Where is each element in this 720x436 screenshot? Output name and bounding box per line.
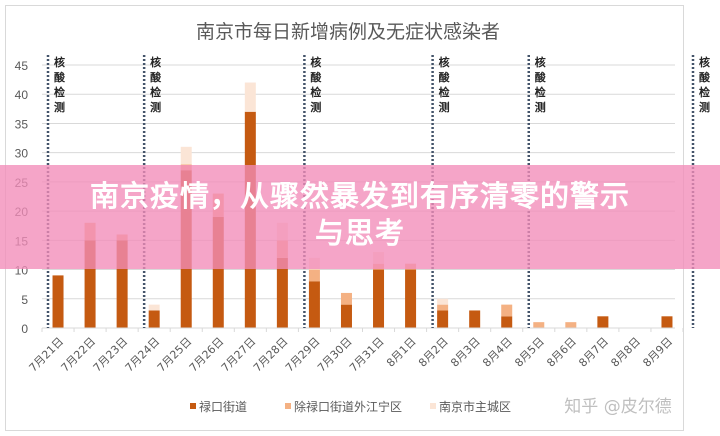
headline-line-2: 与思考 bbox=[314, 216, 405, 250]
y-tick-label: 5 bbox=[21, 293, 28, 307]
nucleic-test-label: 核 bbox=[699, 55, 710, 69]
nucleic-test-label: 酸 bbox=[310, 70, 322, 84]
bar-segment bbox=[437, 310, 449, 328]
legend: 禄口街道 除禄口街道外江宁区 南京市主城区 bbox=[190, 399, 511, 414]
nucleic-test-label: 酸 bbox=[439, 70, 451, 84]
bar-segment bbox=[180, 146, 192, 165]
nucleic-test-label: 测 bbox=[310, 100, 321, 114]
nucleic-test-label: 检 bbox=[54, 85, 65, 99]
bar-segment bbox=[661, 316, 673, 328]
nucleic-test-label: 检 bbox=[439, 85, 450, 99]
bar-segment bbox=[148, 304, 160, 311]
bar-segment bbox=[340, 304, 352, 328]
legend-swatch bbox=[190, 403, 196, 409]
nucleic-test-label: 测 bbox=[699, 100, 710, 114]
bar-segment bbox=[340, 292, 352, 305]
nucleic-test-label: 酸 bbox=[699, 70, 711, 84]
chart-title: 南京市每日新增病例及无症状感染者 bbox=[196, 21, 500, 43]
y-tick-label: 35 bbox=[15, 117, 29, 131]
nucleic-test-label: 测 bbox=[150, 100, 161, 114]
nucleic-test-label: 测 bbox=[439, 100, 450, 114]
nucleic-test-label: 酸 bbox=[150, 70, 162, 84]
legend-swatch bbox=[430, 403, 436, 409]
bar-segment bbox=[533, 322, 545, 328]
nucleic-test-label: 核 bbox=[439, 55, 450, 69]
nucleic-test-label: 检 bbox=[310, 85, 321, 99]
bar-segment bbox=[308, 281, 320, 328]
bar-segment bbox=[308, 269, 320, 282]
y-tick-label: 30 bbox=[15, 147, 29, 161]
headline-banner bbox=[0, 165, 720, 269]
bar-segment bbox=[597, 316, 609, 328]
bar-segment bbox=[52, 275, 64, 328]
nucleic-test-label: 核 bbox=[54, 55, 65, 69]
nucleic-test-label: 测 bbox=[54, 100, 65, 114]
headline-line-1: 南京疫情，从骤然暴发到有序清零的警示 bbox=[89, 179, 630, 213]
x-axis bbox=[41, 327, 684, 332]
nucleic-test-label: 酸 bbox=[535, 70, 547, 84]
nucleic-test-label: 核 bbox=[150, 55, 161, 69]
bar-segment bbox=[437, 298, 449, 305]
bar-segment bbox=[501, 316, 513, 328]
headline[interactable]: 南京疫情，从骤然暴发到有序清零的警示 与思考 bbox=[0, 178, 720, 252]
nucleic-test-label: 核 bbox=[310, 55, 321, 69]
legend-label[interactable]: 南京市主城区 bbox=[439, 399, 511, 414]
y-tick-label: 0 bbox=[21, 322, 28, 336]
legend-label[interactable]: 除禄口街道外江宁区 bbox=[294, 399, 402, 414]
bar-segment bbox=[437, 304, 449, 311]
nucleic-test-label: 检 bbox=[535, 85, 546, 99]
bar-segment bbox=[116, 240, 128, 328]
nucleic-test-label: 酸 bbox=[54, 70, 66, 84]
bar-segment bbox=[244, 82, 256, 112]
bar-segment bbox=[212, 216, 224, 328]
bar-segment bbox=[84, 240, 96, 328]
legend-swatch bbox=[285, 403, 291, 409]
bar-segment bbox=[565, 322, 577, 328]
bar-segment bbox=[501, 304, 513, 317]
watermark: 知乎 @皮尔德 bbox=[564, 397, 671, 417]
legend-label[interactable]: 禄口街道 bbox=[199, 399, 247, 414]
bar-segment bbox=[148, 310, 160, 328]
bar-segment bbox=[373, 269, 385, 328]
nucleic-test-label: 核 bbox=[535, 55, 546, 69]
y-tick-label: 40 bbox=[15, 88, 29, 102]
bar-segment bbox=[469, 310, 481, 328]
nucleic-test-label: 检 bbox=[150, 85, 161, 99]
y-tick-label: 45 bbox=[15, 59, 29, 73]
nucleic-test-label: 测 bbox=[535, 100, 546, 114]
bar-segment bbox=[276, 257, 288, 328]
bar-segment bbox=[405, 269, 417, 328]
nucleic-test-label: 检 bbox=[699, 85, 710, 99]
